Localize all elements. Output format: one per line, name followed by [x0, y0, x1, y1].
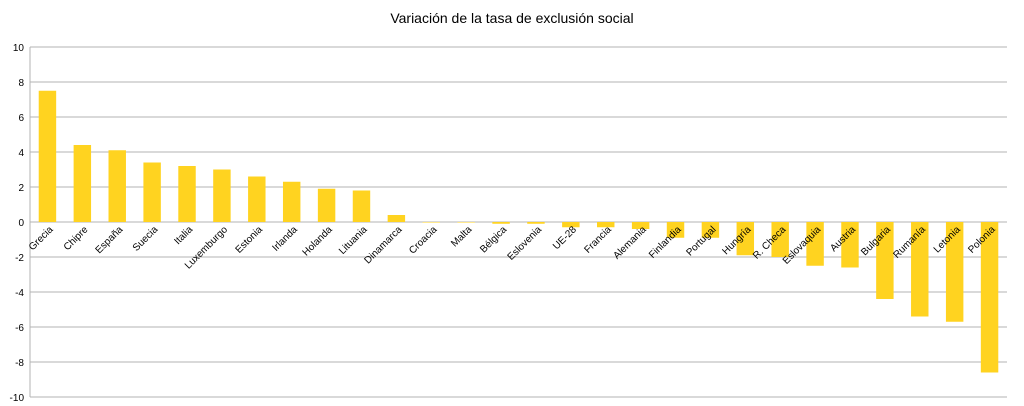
- bar: [317, 188, 336, 222]
- bar: [282, 181, 301, 222]
- category-label: Portugal: [684, 224, 718, 258]
- category-label: Dinamarca: [363, 224, 405, 266]
- bar: [701, 222, 720, 238]
- bar: [841, 222, 859, 268]
- y-tick-label: -2: [15, 253, 24, 264]
- gridlines: [30, 46, 1007, 398]
- chart-title: Variación de la tasa de exclusión social: [390, 10, 634, 26]
- category-label: Finlandia: [647, 224, 684, 261]
- y-tick-label: 10: [13, 43, 25, 54]
- bar: [387, 215, 406, 222]
- category-label: Malta: [449, 224, 474, 249]
- y-tick-label: -10: [10, 393, 25, 404]
- bar: [248, 176, 266, 222]
- y-tick-label: 6: [18, 113, 24, 124]
- category-label: Francia: [582, 224, 614, 256]
- category-label: Chipre: [62, 224, 91, 253]
- y-tick-label: 4: [18, 148, 24, 159]
- category-label: UE-28: [551, 224, 579, 252]
- bar: [143, 162, 161, 222]
- bar: [457, 222, 475, 223]
- bar: [562, 222, 580, 228]
- bar: [945, 222, 964, 322]
- y-tick-label: -6: [15, 323, 24, 334]
- bar: [527, 222, 545, 224]
- bar: [38, 90, 57, 222]
- category-label: Croacia: [407, 224, 439, 256]
- bar: [736, 222, 755, 256]
- bar: [597, 222, 615, 228]
- bar: [771, 222, 789, 257]
- category-label: Italia: [172, 224, 195, 247]
- category-label: Bélgica: [478, 224, 509, 255]
- category-label: Irlanda: [270, 224, 300, 254]
- bar: [980, 222, 999, 373]
- category-label: Estonia: [234, 224, 266, 256]
- y-tick-label: 8: [18, 78, 24, 89]
- bar: [108, 150, 126, 222]
- category-label: Alemania: [611, 224, 649, 262]
- bar: [911, 222, 929, 317]
- axes: 10 8 6 4 2 0 -2 -4 -6 -8 -10: [10, 43, 31, 404]
- category-label: Grecia: [27, 224, 56, 253]
- bar: [178, 166, 196, 222]
- y-tick-label: -8: [15, 358, 24, 369]
- bar: [492, 222, 510, 224]
- y-tick-label: -4: [15, 288, 24, 299]
- bar: [666, 222, 685, 238]
- y-tick-label: 0: [18, 218, 24, 229]
- category-label: Holanda: [301, 224, 335, 258]
- category-label: Lituania: [337, 224, 370, 257]
- bar: [213, 169, 231, 222]
- bar: [631, 222, 650, 229]
- bar: [422, 222, 440, 223]
- category-label: España: [94, 224, 126, 256]
- category-label: Suecia: [131, 224, 161, 254]
- bar: [876, 222, 894, 299]
- bar: [806, 222, 824, 266]
- bar: [352, 190, 371, 222]
- bar: [73, 145, 92, 222]
- bars: [38, 90, 999, 373]
- y-tick-label: 2: [18, 183, 24, 194]
